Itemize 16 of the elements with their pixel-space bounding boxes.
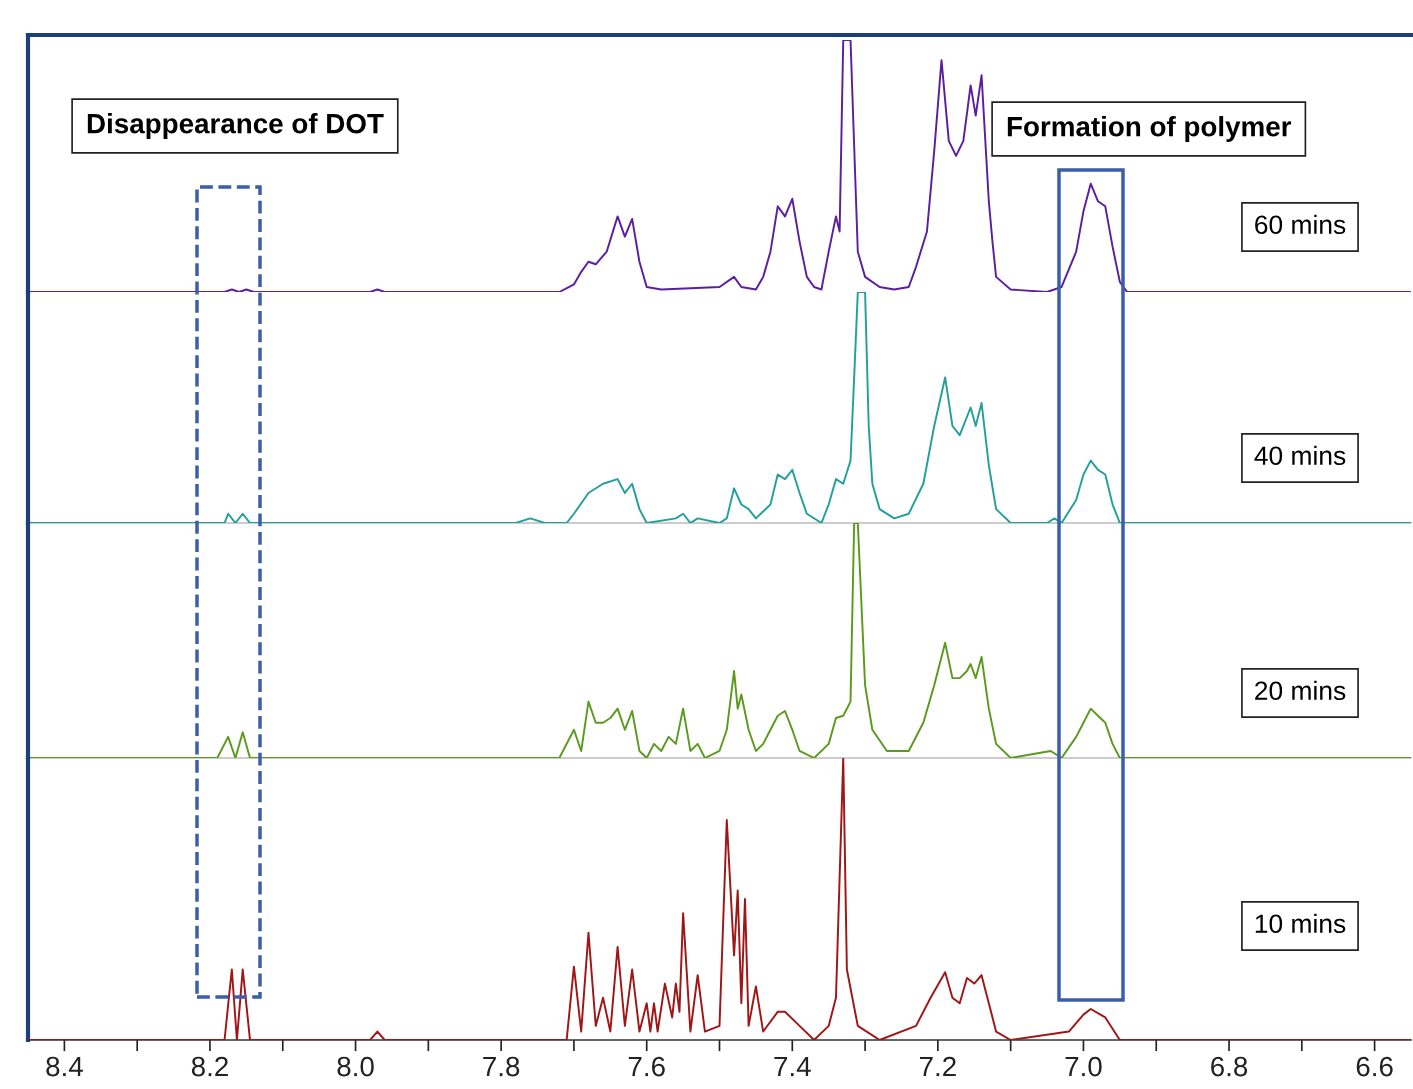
x-tick-label: 7.6 [628,1056,665,1077]
x-tick-label: 7.4 [774,1056,811,1077]
x-tick-label: 6.6 [1356,1056,1393,1077]
text: 40 mins [1254,445,1346,466]
text: 20 mins [1255,680,1346,701]
x-tick-label: 8.2 [191,1056,228,1077]
x-tick-label: 7.0 [1065,1056,1102,1077]
annotation: Formation of polymer [1007,116,1292,142]
text: 10 mins [1255,913,1346,934]
annotation: Disappearance of DOT [87,113,384,139]
x-tick-label: 8.0 [337,1056,374,1077]
x-tick-label: 8.4 [46,1056,83,1077]
text: 60 mins [1255,214,1346,235]
x-tick-label: 7.2 [919,1056,956,1077]
x-tick-label: 7.8 [483,1056,520,1077]
x-tick-label: 6.8 [1211,1056,1248,1077]
